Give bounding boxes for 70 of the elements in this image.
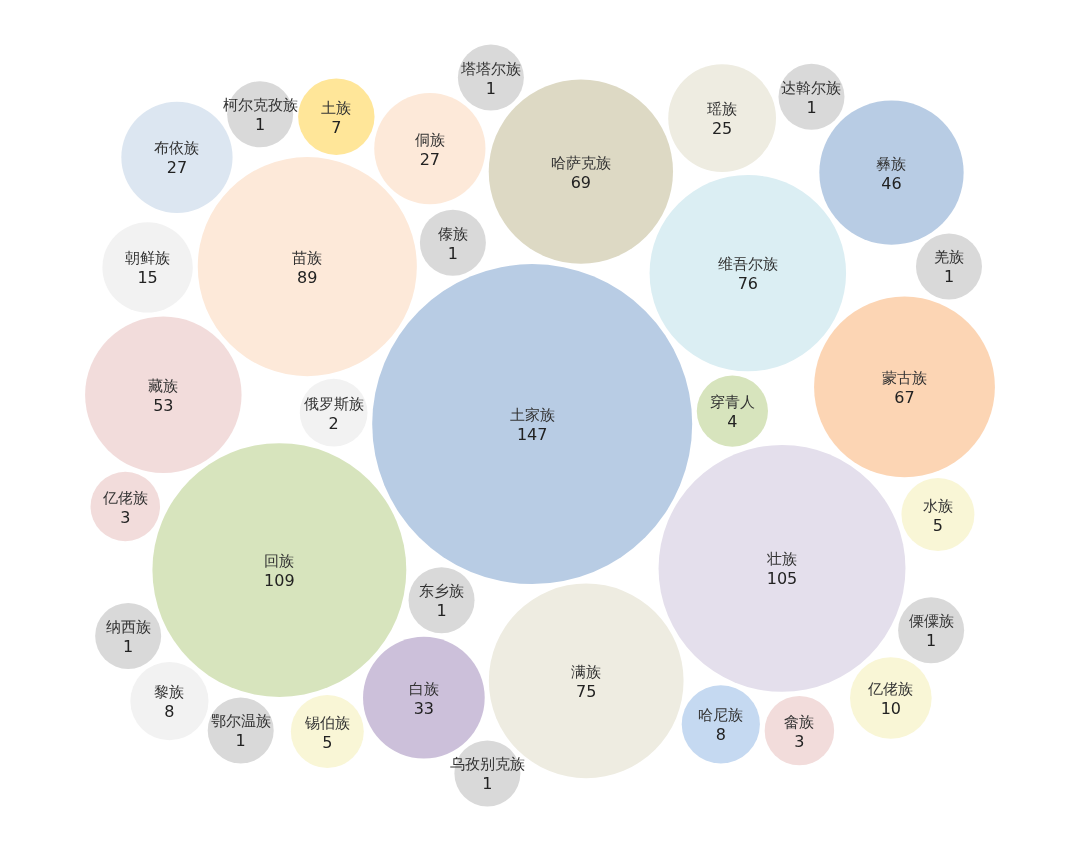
category-label: 哈萨克族 xyxy=(550,153,611,172)
category-label: 哈尼族 xyxy=(698,706,744,725)
data-label: 69 xyxy=(570,172,592,192)
category-label: 畲族 xyxy=(784,712,815,731)
category-label: 彝族 xyxy=(876,154,907,173)
data-label: 3 xyxy=(120,507,131,527)
data-label: 105 xyxy=(766,569,798,589)
data-label: 1 xyxy=(436,601,447,621)
category-label: 黎族 xyxy=(154,683,185,702)
category-label: 达斡尔族 xyxy=(781,78,842,97)
data-label: 8 xyxy=(164,702,175,722)
category-label: 穿青人 xyxy=(709,393,755,412)
category-label: 塔塔尔族 xyxy=(459,59,521,78)
data-label: 75 xyxy=(576,681,597,701)
data-label: 1 xyxy=(235,731,246,751)
category-label: 俄罗斯族 xyxy=(303,394,364,413)
category-label: 亿佬族 xyxy=(867,680,914,699)
data-label: 5 xyxy=(322,732,333,752)
category-label: 傈僳族 xyxy=(908,612,954,631)
category-label: 蒙古族 xyxy=(882,368,927,387)
data-label: 27 xyxy=(166,158,188,178)
category-label: 傣族 xyxy=(437,224,468,243)
data-label: 1 xyxy=(485,78,496,98)
category-label: 苗族 xyxy=(292,248,323,267)
data-label: 1 xyxy=(255,115,266,135)
data-label: 89 xyxy=(297,267,318,287)
data-label: 8 xyxy=(715,725,726,745)
category-label: 朝鲜族 xyxy=(125,249,171,268)
category-label: 维吾尔族 xyxy=(717,255,778,274)
category-label: 东乡族 xyxy=(419,582,465,601)
data-label: 76 xyxy=(737,274,759,294)
category-label: 白族 xyxy=(408,679,439,698)
data-label: 33 xyxy=(413,698,435,718)
category-label: 土族 xyxy=(321,98,352,117)
data-label: 1 xyxy=(806,97,817,117)
category-label: 侗族 xyxy=(414,130,445,149)
data-label: 1 xyxy=(447,243,458,263)
data-label: 1 xyxy=(943,267,955,287)
category-label: 回族 xyxy=(264,552,295,571)
data-label: 1 xyxy=(482,774,493,794)
data-label: 4 xyxy=(727,412,738,432)
category-label: 满族 xyxy=(571,662,602,681)
data-label: 1 xyxy=(926,631,937,651)
category-label: 纳西族 xyxy=(105,617,151,636)
category-label: 藏族 xyxy=(148,376,179,395)
category-label: 柯尔克孜族 xyxy=(222,96,298,115)
data-label: 53 xyxy=(153,395,174,415)
category-label: 羌族 xyxy=(933,248,964,267)
category-label: 鄂尔温族 xyxy=(210,712,271,731)
category-label: 土家族 xyxy=(509,406,555,425)
category-label: 乌孜别克族 xyxy=(449,755,525,774)
data-label: 147 xyxy=(516,425,548,445)
category-label: 瑶族 xyxy=(707,100,738,119)
category-label: 壮族 xyxy=(766,550,798,569)
category-label: 水族 xyxy=(922,496,953,515)
data-label: 1 xyxy=(123,636,134,656)
data-label: 3 xyxy=(794,731,805,751)
data-label: 109 xyxy=(264,571,295,591)
data-label: 15 xyxy=(137,268,158,288)
category-label: 锡伯族 xyxy=(303,713,350,732)
data-label: 46 xyxy=(881,173,902,193)
data-label: 2 xyxy=(328,413,339,433)
data-label: 27 xyxy=(419,149,441,169)
category-label: 布依族 xyxy=(154,139,200,158)
data-label: 25 xyxy=(711,119,733,139)
data-label: 7 xyxy=(331,117,342,137)
data-label: 10 xyxy=(880,699,902,719)
data-label: 5 xyxy=(932,515,944,535)
data-label: 67 xyxy=(894,387,915,407)
category-label: 亿佬族 xyxy=(101,488,148,507)
